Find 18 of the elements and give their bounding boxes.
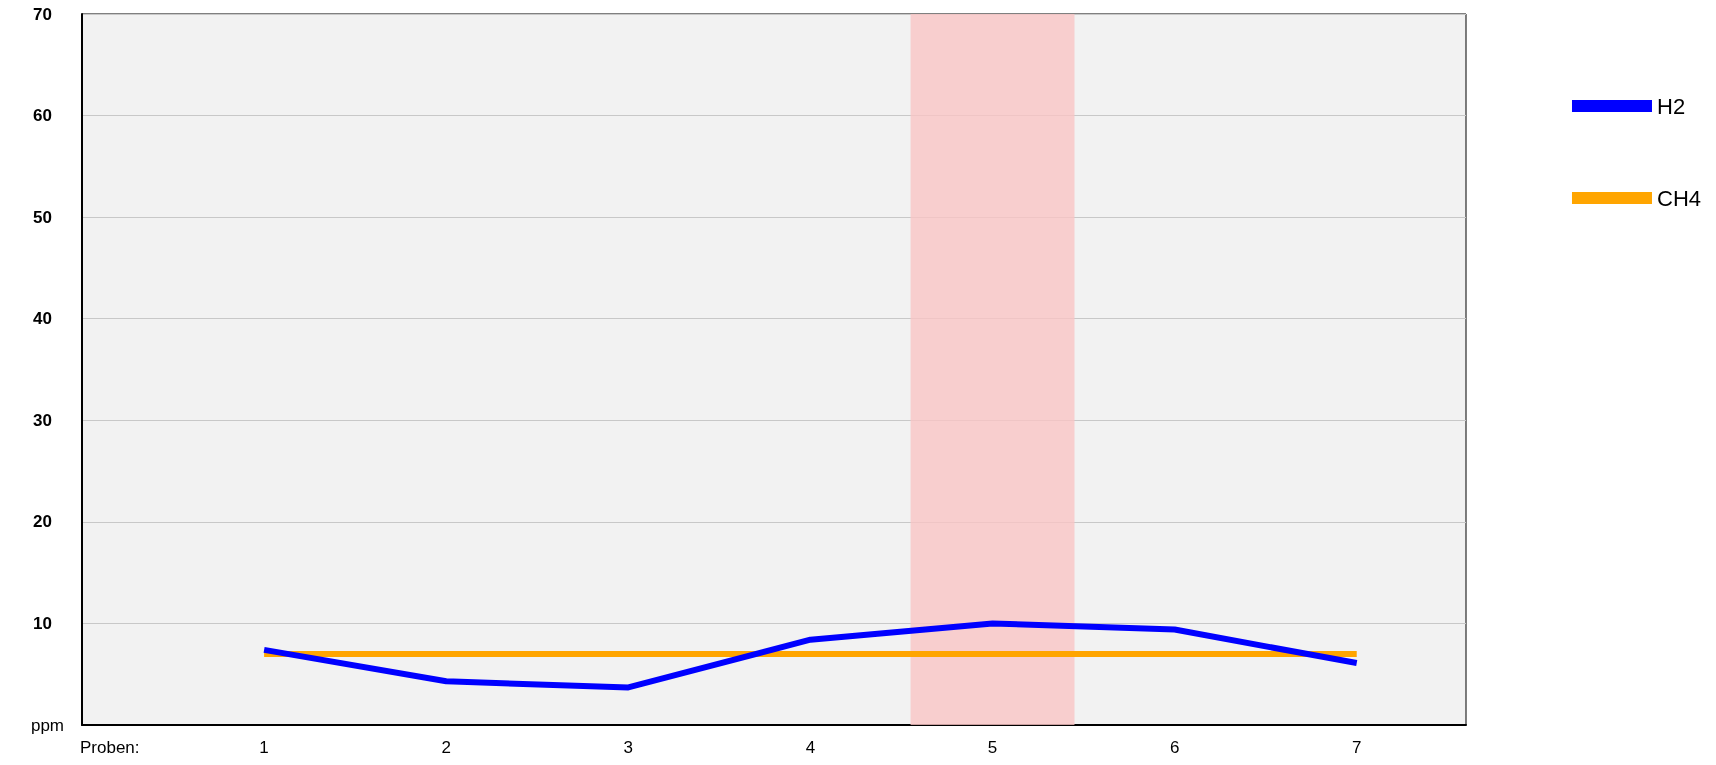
legend-label: H2 <box>1656 93 1686 119</box>
y-tick-label: 40 <box>33 309 52 329</box>
y-axis-title: ppm <box>30 715 64 735</box>
x-tick-label: 6 <box>1169 738 1180 757</box>
y-tick-label: 30 <box>33 410 52 430</box>
y-tick-label: 50 <box>33 207 52 227</box>
x-tick-label: 3 <box>623 738 634 757</box>
x-tick-label: 4 <box>805 738 816 757</box>
x-tick-label: 5 <box>987 738 998 757</box>
y-tick-label: 70 <box>33 4 52 24</box>
legend-label: CH4 <box>1656 185 1701 211</box>
y-tick-label: 60 <box>33 106 52 126</box>
x-axis-title: Proben: <box>80 738 140 757</box>
y-tick-label: 20 <box>33 512 52 532</box>
x-tick-label: 1 <box>259 738 269 757</box>
x-tick-label: 7 <box>1352 738 1362 757</box>
x-tick-label: 2 <box>441 738 451 757</box>
y-tick-label: 10 <box>33 613 52 633</box>
